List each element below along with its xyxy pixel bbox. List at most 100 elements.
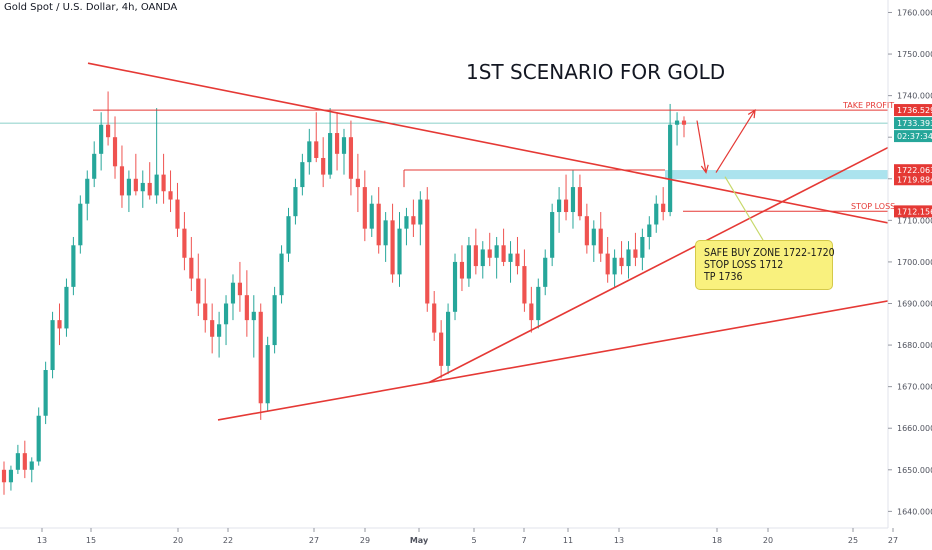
candle-body [543,257,548,287]
candle-body [286,216,291,254]
price-tag-text: 1712.156 [897,207,932,216]
candle-body [473,245,478,267]
candle-body [563,199,569,213]
symbol-label: Gold Spot / U.S. Dollar, 4h, OANDA [4,2,178,13]
candle-body [647,224,652,237]
candle-body [230,282,236,304]
price-tag [894,173,932,186]
candle-body [674,120,680,125]
candle-body [654,203,659,225]
candle-body [78,203,83,246]
candle-body [598,228,603,254]
annotation-layer [87,62,893,421]
price-tag [894,117,932,130]
y-tick-label: 1690.000 [897,299,932,308]
target-arrow-head [747,109,756,119]
note-line-3: TP 1736 [704,271,743,283]
candle-body [487,249,492,258]
candle-body [182,228,187,258]
candle-body [196,278,201,304]
candle-body [57,320,62,329]
candle-body [251,311,256,321]
candle-body [50,320,55,371]
price-tag [894,130,932,143]
candle-body [501,245,506,262]
candle-body [334,133,340,154]
candle-body [570,187,576,213]
price-tag [894,164,932,177]
x-tick-label: 20 [763,536,773,545]
time-axis: 13 15 20 22 27 29 May 5 7 11 13 18 20 25 27 [0,527,932,550]
candle-body [383,220,388,246]
candle-body [466,245,471,279]
candle-body [390,220,395,275]
buy-zone-rect [665,170,888,180]
y-tick-label: 1670.000 [897,383,932,392]
price-axis-bg [888,0,932,550]
candle-body [550,212,555,258]
x-tick-label: 27 [888,536,898,545]
price-tag-text: 1736.529 [897,106,932,115]
candle-body [605,253,610,275]
y-tick-label: 1750.000 [897,50,932,59]
candle-body [293,187,298,217]
lower-trendline [217,299,893,421]
x-tick-label: 18 [712,536,722,545]
candle-body [668,124,673,213]
candle-body [85,178,90,204]
candle-body [99,124,104,154]
note-connector [724,176,764,241]
candle-body [8,469,14,483]
x-tick-label: 7 [521,536,526,545]
note-line-1: SAFE BUY ZONE 1722-1720 [704,247,835,259]
y-tick-label: 1740.000 [897,92,932,101]
candle-body [22,453,27,470]
x-tick-label: 22 [223,536,233,545]
candle-body [612,257,617,275]
x-tick-label: 27 [309,536,319,545]
price-tag-text: 1722.063 [897,166,932,175]
candle-body [633,249,638,258]
candle-body [619,257,624,267]
time-axis-bg [0,528,932,550]
candle-body [307,141,312,163]
candle-body [529,303,534,321]
candle-body [203,303,208,321]
candle-body [362,187,367,229]
candle-body [71,245,76,287]
candle-body [418,199,423,225]
candle-body [432,303,437,333]
x-tick-label: May [410,536,429,545]
candle-body [217,324,222,337]
candle-body [508,253,513,262]
candle-body [626,249,631,267]
candle-body [29,461,34,470]
candle-body [425,199,430,304]
x-tick-label: 11 [563,536,573,545]
candle-body [92,153,97,179]
candle-body [584,216,589,246]
candle-body [168,191,173,200]
candle-body [348,137,354,179]
candle-body [36,415,41,462]
candle-body [106,124,111,138]
candle-body [154,174,159,196]
candle-body [439,332,444,366]
candle-body [321,157,326,175]
candle-body [265,345,270,404]
x-tick-label: 15 [86,536,96,545]
candles [1,91,687,495]
note-line-2: STOP LOSS 1712 [704,259,784,271]
y-tick-label: 1760.000 [897,8,932,17]
price-tag-text: 1719.884 [897,175,932,184]
x-tick-label: 13 [37,536,47,545]
candle-body [300,162,305,188]
price-axis: 1640.000 1650.000 1660.000 1670.000 1680.000… [887,0,932,550]
candle-body [161,174,166,192]
candle-body [411,216,416,225]
candle-body [119,166,125,196]
candle-body [126,178,131,196]
candle-body [64,286,69,329]
stop-loss-label: STOP LOSS [851,202,896,211]
